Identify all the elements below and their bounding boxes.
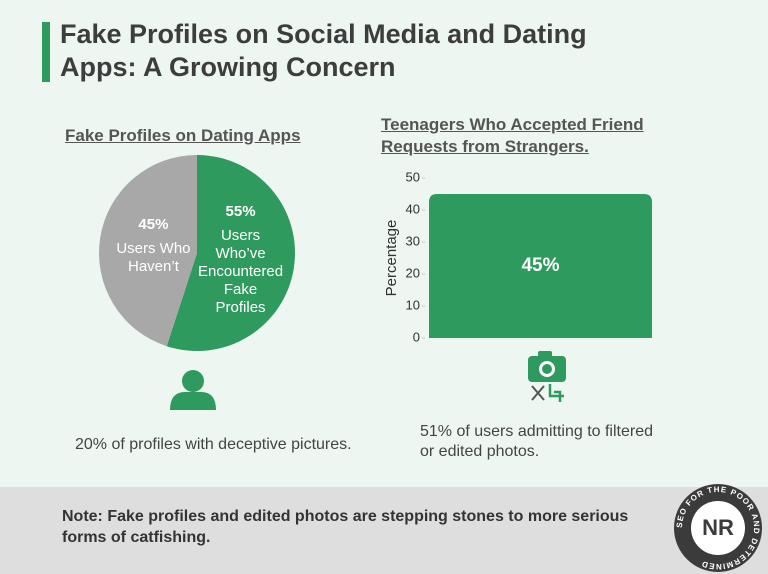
- slice-category-label: Users Who’ve Encountered Fake Profiles: [198, 226, 284, 316]
- slice-label: 45% Users Who Haven’t: [110, 186, 196, 306]
- slice-label-box: 45% Users Who Haven’t: [110, 186, 196, 306]
- y-tick-label: 40: [406, 201, 420, 216]
- y-tick-label: 20: [406, 265, 420, 280]
- slice-category-label: Users Who Haven’t: [116, 240, 191, 276]
- person-icon: [170, 370, 216, 410]
- pie-slice: [98, 155, 197, 347]
- slice-value-label: 55%: [225, 202, 256, 220]
- bar: [429, 194, 652, 338]
- footer: [0, 487, 768, 574]
- y-tick-label: 0: [413, 329, 420, 344]
- chart-title: Teenagers Who Accepted Friend Requests f…: [381, 115, 644, 156]
- slice-value-label: 45%: [138, 216, 169, 234]
- y-tick-label: 10: [406, 297, 420, 312]
- chart-title: Fake Profiles on Dating Apps: [65, 126, 301, 145]
- bar-value-label: 45%: [521, 255, 559, 276]
- pie-slice: [166, 155, 295, 352]
- slice-label: 55% Users Who’ve Encountered Fake Profile…: [198, 200, 284, 320]
- accent-bar: [42, 22, 50, 82]
- y-axis-label: Percentage: [383, 220, 400, 297]
- y-tick-label: 30: [406, 233, 420, 248]
- camera-icon: [528, 351, 566, 402]
- logo: SEO FOR THE POOR AND DETERMINED NR: [674, 484, 762, 572]
- caption: 20% of profiles with deceptive pictures.: [75, 436, 352, 453]
- note: Note: Fake profiles and edited photos ar…: [62, 508, 629, 546]
- slice-label-box: 55% Users Who’ve Encountered Fake Profile…: [198, 200, 284, 320]
- logo-initials: NR: [702, 515, 734, 540]
- page-title: Fake Profiles on Social Media and Dating…: [60, 19, 587, 82]
- caption: 51% of users admitting to filtered or ed…: [420, 423, 654, 460]
- y-tick-label: 50: [406, 169, 420, 184]
